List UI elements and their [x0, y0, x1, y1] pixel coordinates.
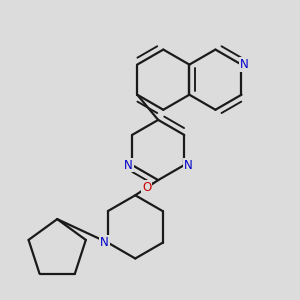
Text: O: O: [142, 181, 152, 194]
Text: N: N: [240, 58, 248, 71]
Text: N: N: [124, 158, 133, 172]
Text: N: N: [184, 158, 193, 172]
Text: N: N: [100, 236, 109, 249]
